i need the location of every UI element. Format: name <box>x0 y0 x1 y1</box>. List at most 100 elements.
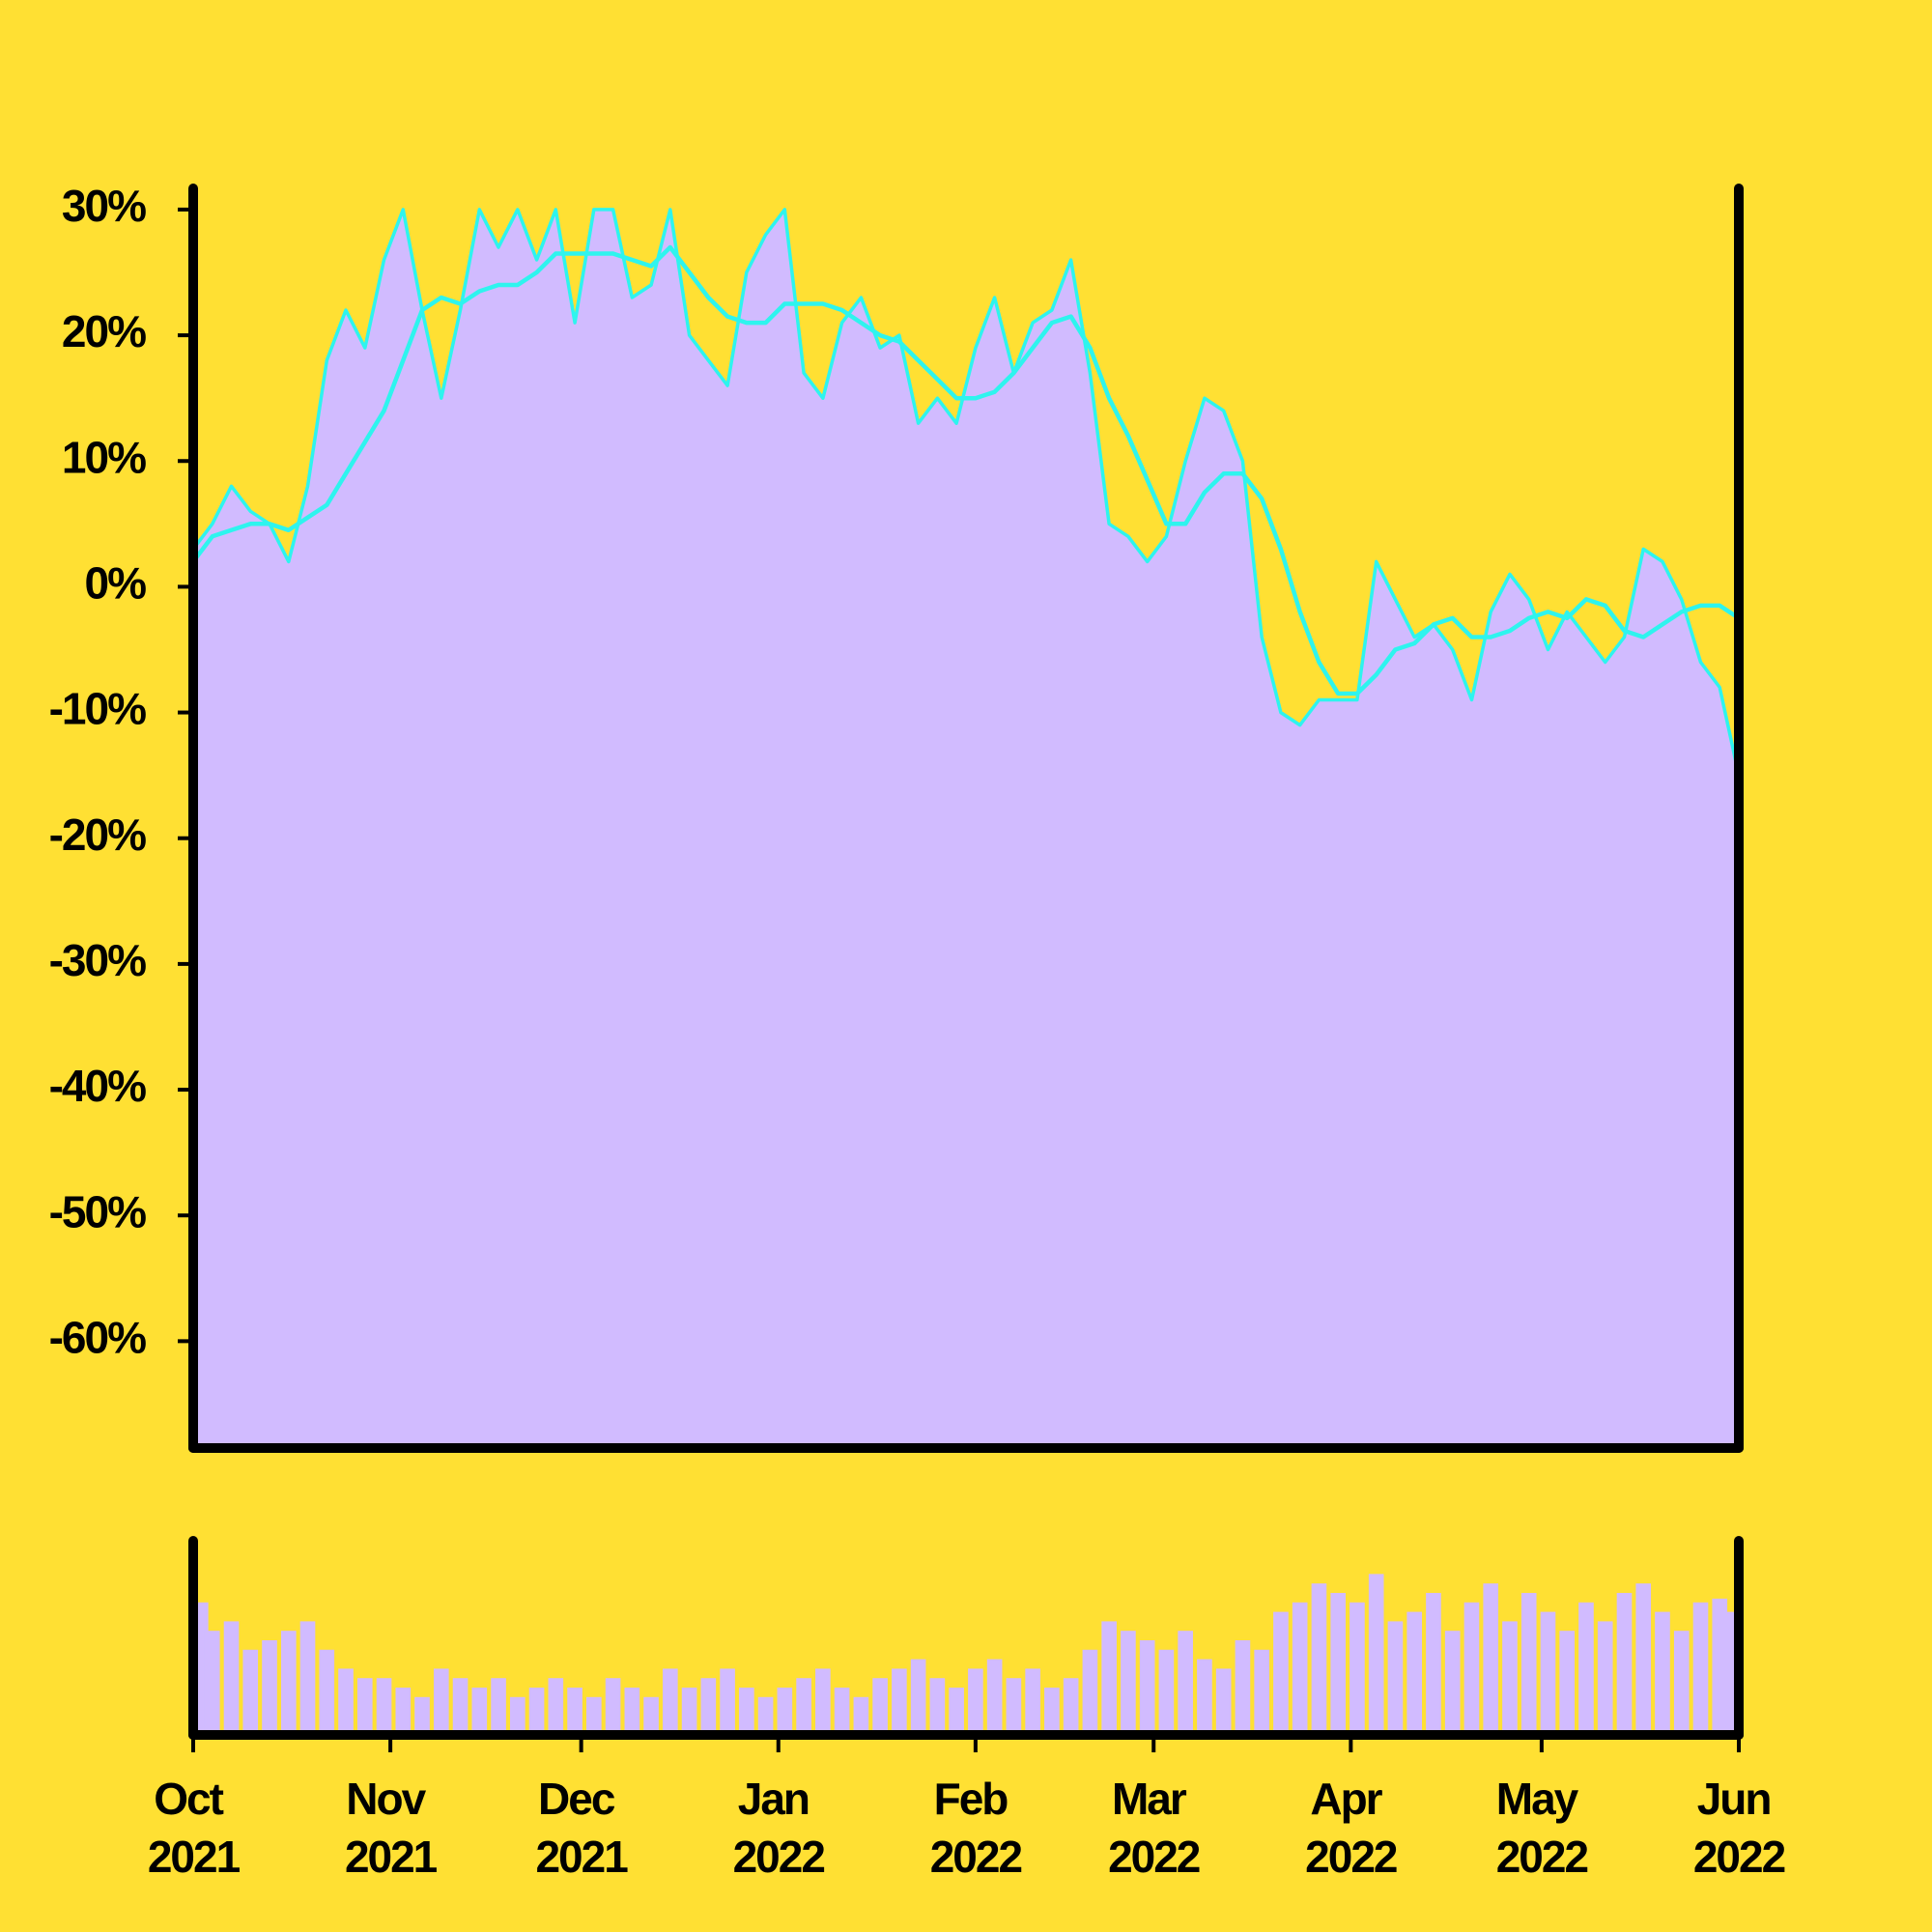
volume-bar <box>929 1678 946 1735</box>
volume-bar <box>1597 1621 1613 1735</box>
x-tick-label-line: 2021 <box>345 1832 438 1882</box>
volume-bar <box>1520 1593 1537 1735</box>
y-tick-label: 30% <box>62 181 146 231</box>
x-tick-label-line: 2022 <box>930 1832 1022 1882</box>
volume-bar <box>815 1668 831 1735</box>
volume-bar <box>1006 1678 1022 1735</box>
volume-bar <box>204 1631 220 1735</box>
volume-bar <box>1387 1621 1404 1735</box>
x-tick-label-line: Oct <box>154 1774 232 1824</box>
y-tick-label: 10% <box>62 432 146 482</box>
x-tick-label: Oct 2021 <box>148 1774 241 1882</box>
volume-bar <box>700 1678 717 1735</box>
volume-bar <box>1254 1649 1269 1735</box>
volume-bar <box>223 1621 240 1735</box>
volume-bar <box>1063 1678 1079 1735</box>
y-tick-label: -10% <box>49 684 146 734</box>
price-line <box>191 208 1741 776</box>
volume-bar <box>1635 1583 1652 1735</box>
x-tick-label-line: 2022 <box>1693 1832 1785 1882</box>
volume-bar <box>414 1696 430 1735</box>
x-tick-label-line: Mar <box>1112 1774 1196 1824</box>
volume-bar <box>1178 1631 1193 1735</box>
volume-bar <box>663 1668 678 1735</box>
volume-bar <box>681 1688 697 1735</box>
x-tick-label-line: 2022 <box>1305 1832 1397 1882</box>
x-tick-label-line: Jun <box>1697 1774 1781 1824</box>
x-tick-label-line: 2022 <box>1496 1832 1588 1882</box>
y-tick-label: 20% <box>62 306 146 356</box>
volume-bar <box>567 1688 582 1735</box>
volume-bar <box>1368 1574 1384 1735</box>
y-tick-label: -50% <box>49 1186 146 1236</box>
volume-bar <box>1330 1593 1346 1735</box>
volume-bar <box>605 1678 621 1735</box>
volume-bar <box>433 1668 449 1735</box>
x-tick-label: Apr 2022 <box>1305 1774 1397 1882</box>
volume-bar <box>1121 1631 1136 1735</box>
volume-bar <box>986 1659 1003 1735</box>
volume-bar <box>1559 1631 1576 1735</box>
x-tick-label: Feb 2022 <box>930 1774 1022 1882</box>
volume-bar <box>1406 1611 1423 1735</box>
volume-bar <box>1139 1640 1155 1735</box>
volume-bar <box>949 1688 964 1735</box>
y-tick-label: 0% <box>85 558 147 609</box>
volume-bar <box>1025 1668 1040 1735</box>
x-tick-label-line: 2021 <box>535 1832 628 1882</box>
x-tick-label-line: Feb <box>934 1774 1018 1824</box>
volume-bar <box>509 1696 526 1735</box>
volume-bar <box>1158 1649 1175 1735</box>
volume-bar <box>1463 1602 1480 1735</box>
volume-bar <box>1311 1583 1327 1735</box>
volume-bar <box>757 1696 774 1735</box>
volume-bar <box>968 1668 983 1735</box>
volume-bar <box>1444 1631 1461 1735</box>
x-tick-label-line: Dec <box>538 1774 624 1824</box>
x-tick-label-line: May <box>1496 1774 1587 1824</box>
volume-bar <box>720 1668 735 1735</box>
volume-bar <box>1235 1640 1251 1735</box>
volume-bar <box>739 1688 754 1735</box>
volume-bar <box>796 1678 811 1735</box>
volume-bar <box>853 1696 869 1735</box>
x-tick-label-line: 2022 <box>1108 1832 1200 1882</box>
volume-bar <box>872 1678 888 1735</box>
volume-bar <box>262 1640 277 1735</box>
volume-bar <box>1273 1611 1289 1735</box>
volume-bar <box>1044 1688 1060 1735</box>
y-tick-label: -30% <box>49 935 146 985</box>
x-tick-label: Nov 2021 <box>345 1774 438 1882</box>
volume-bar <box>1082 1649 1098 1735</box>
volume-bar <box>1502 1621 1518 1735</box>
volume-bar <box>777 1688 793 1735</box>
volume-bar <box>395 1688 412 1735</box>
x-tick-label-line: 2021 <box>148 1832 241 1882</box>
volume-bar <box>548 1678 564 1735</box>
volume-bar <box>491 1678 506 1735</box>
x-tick-label: May 2022 <box>1496 1774 1588 1882</box>
average-line <box>191 244 1741 696</box>
x-tick-label: Jan 2022 <box>733 1774 825 1882</box>
volume-bar <box>1483 1583 1499 1735</box>
x-tick-label: Jun 2022 <box>1693 1774 1785 1882</box>
volume-bar <box>834 1688 850 1735</box>
volume-bar <box>280 1631 297 1735</box>
volume-bar <box>586 1696 602 1735</box>
x-tick-label-line: 2022 <box>733 1832 825 1882</box>
volume-bar <box>1692 1602 1709 1735</box>
volume-bar <box>892 1668 907 1735</box>
volume-bar <box>1197 1659 1212 1735</box>
volume-bar <box>1655 1611 1670 1735</box>
volume-bar <box>1616 1593 1633 1735</box>
volume-bar <box>1426 1593 1441 1735</box>
volume-bar <box>910 1659 926 1735</box>
x-tick-label: Dec 2021 <box>535 1774 628 1882</box>
volume-bar <box>471 1688 488 1735</box>
x-tick-label-line: Apr <box>1310 1774 1391 1824</box>
volume-bar <box>1215 1668 1232 1735</box>
volume-bar <box>299 1621 316 1735</box>
volume-bar <box>1101 1621 1117 1735</box>
volume-bar <box>356 1678 373 1735</box>
